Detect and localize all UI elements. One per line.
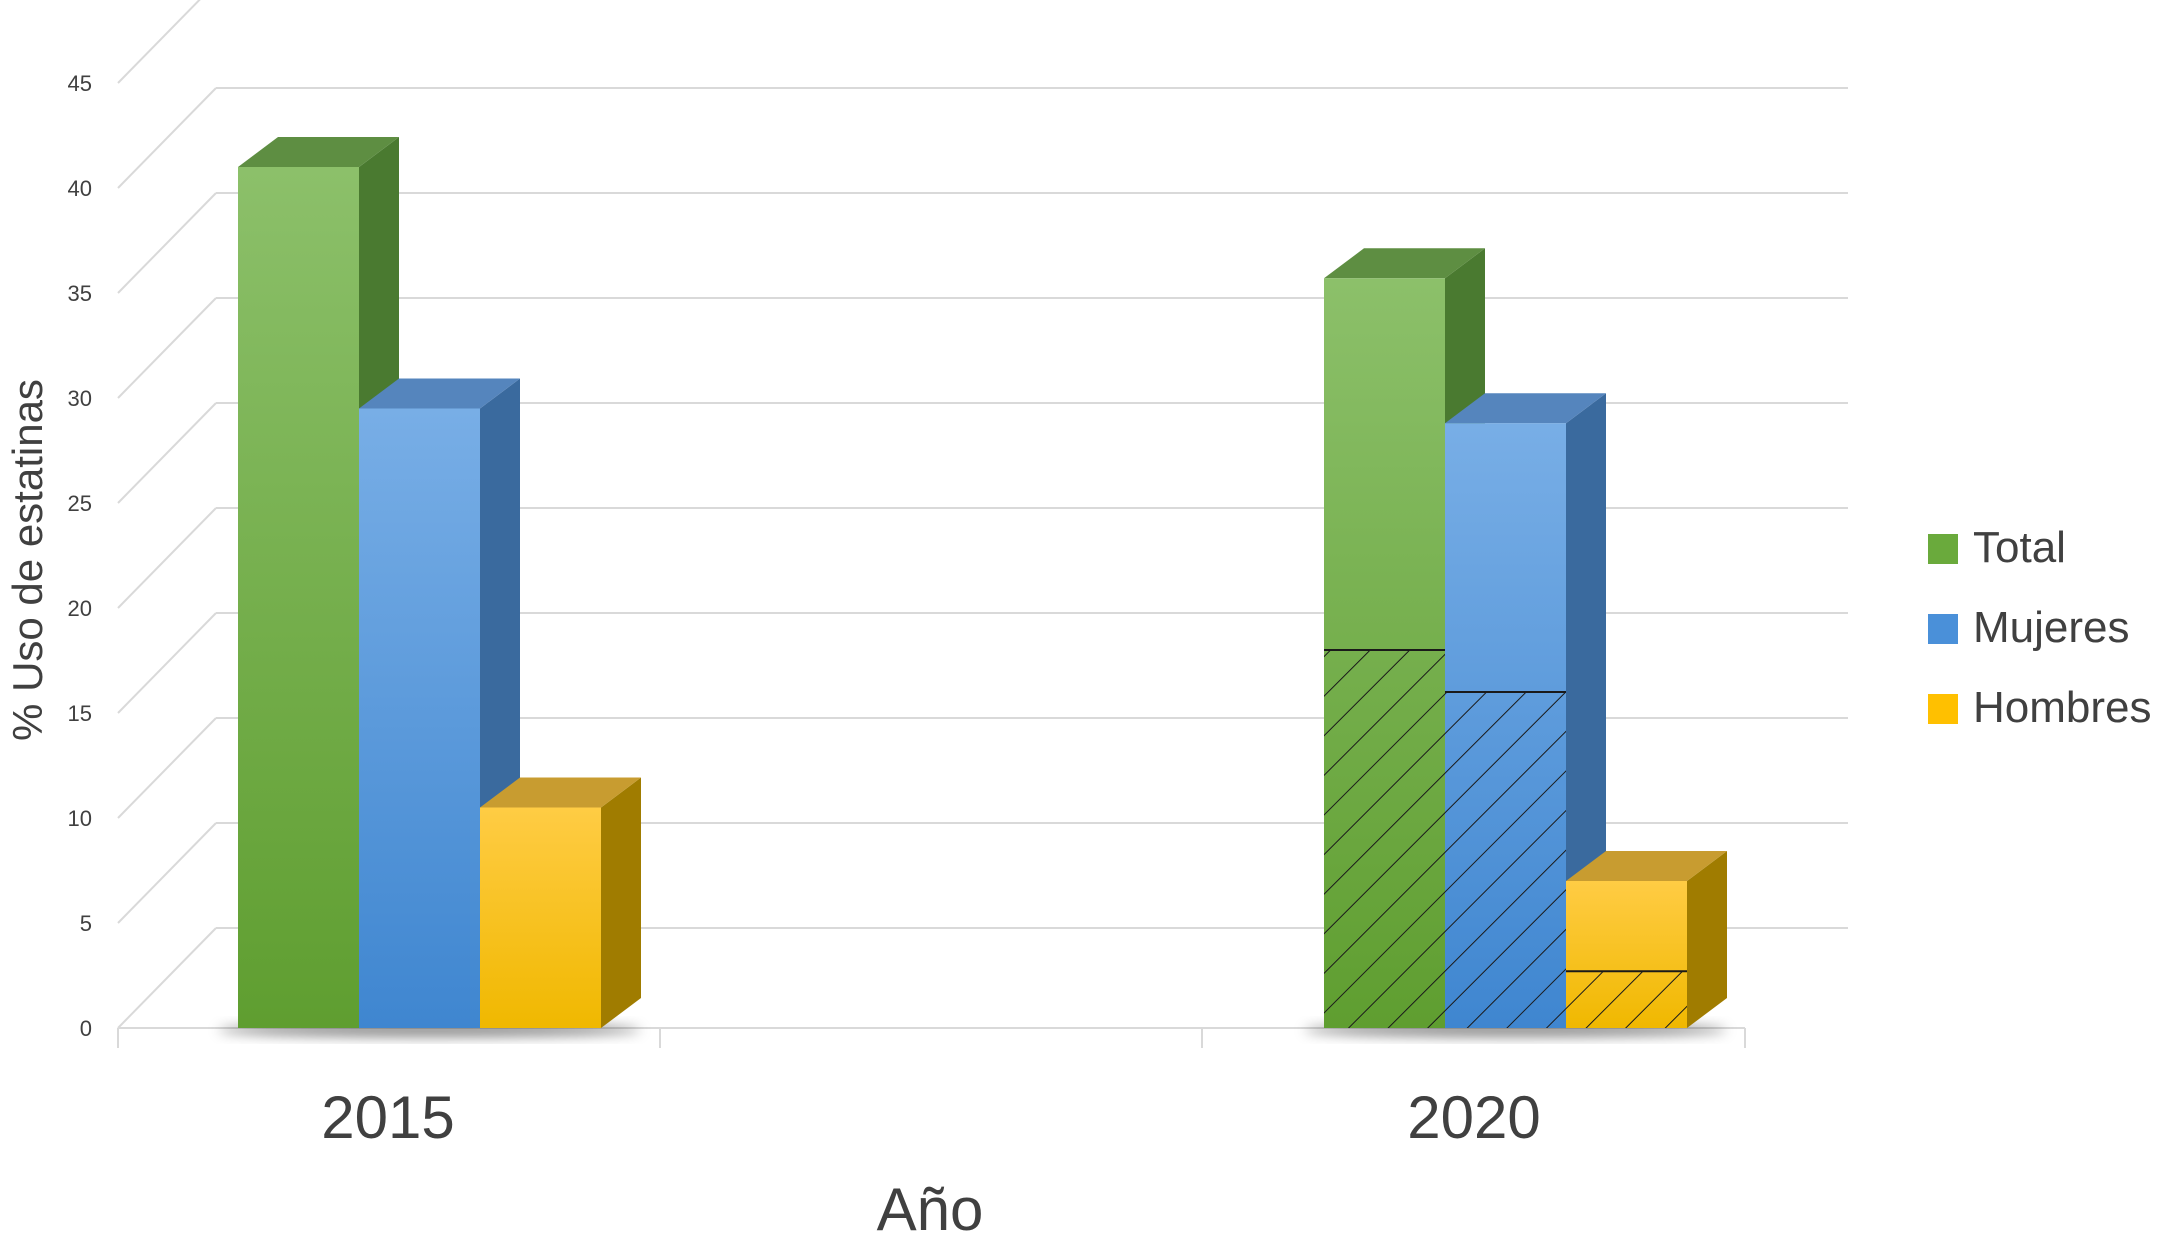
y-tick-label: 0 — [80, 1016, 92, 1041]
bar-top — [238, 137, 399, 167]
bar-front — [480, 807, 601, 1028]
x-tick-label: 2020 — [1407, 1084, 1540, 1151]
y-tick-label: 15 — [68, 701, 92, 726]
bar-total-2020 — [1324, 248, 1485, 1029]
gridline-slant — [117, 612, 217, 714]
gridline-slant — [117, 507, 217, 609]
bar-top — [1566, 851, 1727, 881]
bar-top — [1324, 248, 1485, 279]
gridline-slant — [117, 717, 217, 819]
x-axis-title: Año — [877, 1176, 984, 1243]
bar-mujeres-2020 — [1445, 393, 1606, 1028]
bar-top — [480, 777, 641, 808]
bar-hatched-portion — [1566, 971, 1687, 1028]
gridline-slant — [117, 402, 217, 504]
bar-top — [359, 378, 520, 409]
gridline-slant — [117, 822, 217, 924]
bar-hombres-2015 — [480, 777, 641, 1028]
x-tick-label: 2015 — [321, 1084, 454, 1151]
bar-side — [1687, 851, 1727, 1028]
y-tick-label: 40 — [68, 176, 92, 201]
gridline-slant — [117, 0, 201, 84]
gridline-slant — [117, 927, 217, 1029]
bar-hatched-portion — [1445, 692, 1566, 1028]
bar-top — [1445, 393, 1606, 424]
bar-front — [359, 408, 480, 1028]
y-tick-label: 20 — [68, 596, 92, 621]
legend-label-total: Total — [1973, 523, 2066, 572]
bar-front — [238, 167, 359, 1028]
legend-label-mujeres: Mujeres — [1973, 603, 2130, 652]
gridline-slant — [117, 297, 217, 399]
legend-swatch-hombres — [1928, 694, 1958, 724]
bar-side — [601, 777, 641, 1028]
legend: Total Mujeres Hombres — [1928, 523, 2152, 732]
bar-hombres-2020 — [1566, 851, 1727, 1028]
gridline-slant — [117, 87, 217, 189]
legend-label-hombres: Hombres — [1973, 683, 2152, 732]
legend-swatch-total — [1928, 534, 1958, 564]
y-tick-label: 45 — [68, 71, 92, 96]
y-tick-label: 30 — [68, 386, 92, 411]
legend-swatch-mujeres — [1928, 614, 1958, 644]
y-tick-label: 25 — [68, 491, 92, 516]
gridline-slant — [117, 192, 217, 294]
x-axis: 2015 2020 — [117, 1027, 1746, 1151]
bar-hatched-portion — [1324, 650, 1445, 1028]
y-tick-label: 5 — [80, 911, 92, 936]
bars — [218, 137, 1727, 1037]
y-tick-label: 10 — [68, 806, 92, 831]
y-tick-label: 35 — [68, 281, 92, 306]
y-axis-ticks: 0 5 10 15 20 25 30 35 40 45 — [68, 71, 92, 1041]
y-axis-title: % Uso de estatinas — [4, 379, 51, 741]
